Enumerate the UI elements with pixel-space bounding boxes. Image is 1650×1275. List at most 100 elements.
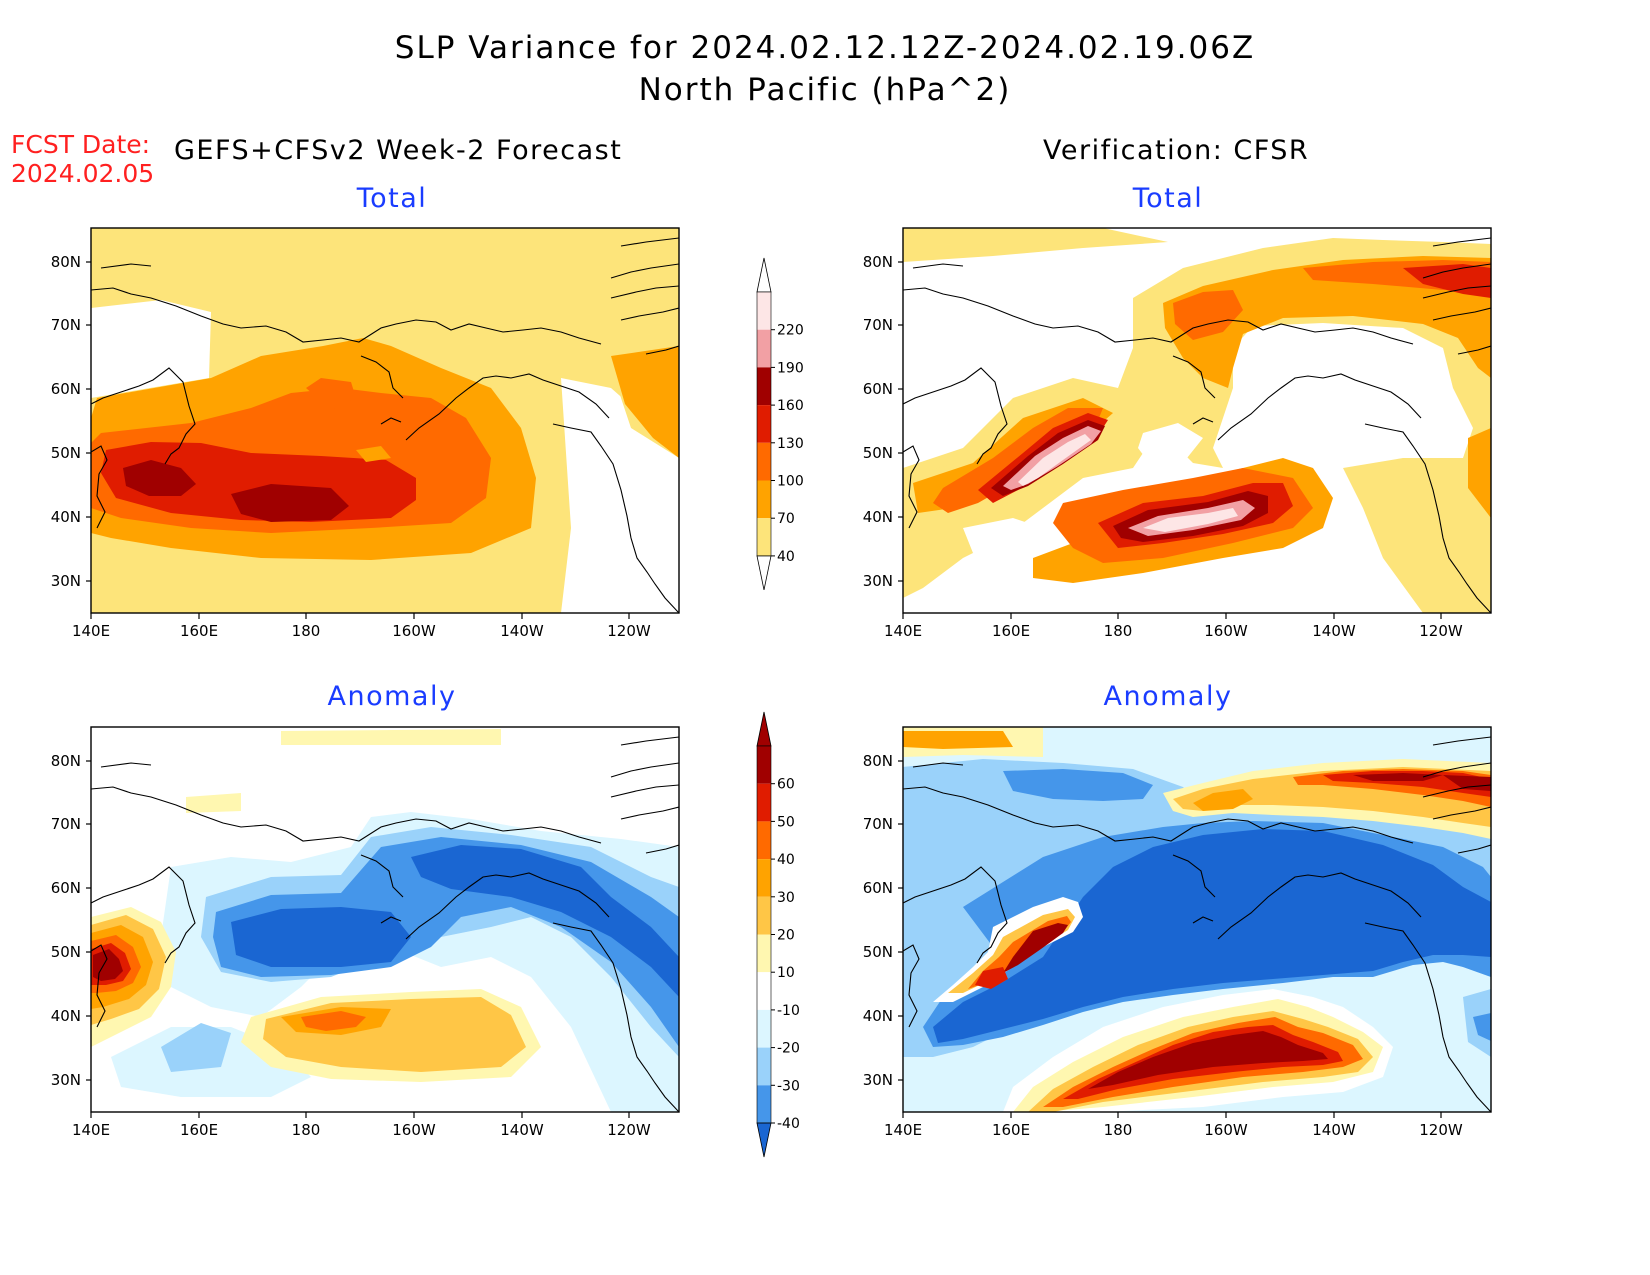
colorbar-anomaly-label: 40 [777,852,795,868]
lat-tick-label-verification-anomaly: 70N [863,815,893,833]
lon-tick-label-verification-total: 140W [1312,622,1356,640]
lon-tick-label-verification-anomaly: 160E [992,1121,1030,1139]
lat-tick-label-forecast-anomaly: 60N [51,879,81,897]
lon-tick-label-forecast-anomaly: 180 [292,1121,321,1139]
colorbar-total-outline [756,291,772,557]
lat-tick-label-forecast-total: 70N [51,316,81,334]
colorbar-total-swatch [757,329,771,368]
colorbar-anomaly-label: 50 [777,814,795,830]
lat-tick-label-forecast-total: 40N [51,508,81,526]
colorbar-total-swatch [757,292,771,330]
lon-tick-label-verification-total: 160E [992,622,1030,640]
panel-title-forecast-total: Total [356,183,428,214]
colorbar-anomaly-swatch [757,821,771,860]
lat-tick-label-verification-total: 80N [863,253,893,271]
lon-tick-label-verification-total: 120W [1419,622,1463,640]
colorbar-anomaly-bottom-triangle [756,1122,772,1158]
lon-tick-label-forecast-anomaly: 140W [500,1121,544,1139]
lat-tick-label-forecast-anomaly: 70N [51,815,81,833]
colorbar-total-label: 220 [777,323,804,339]
colorbar-total-label: 160 [777,398,804,414]
colorbar-anomaly: 60 50 40 30 20 10 -10 -20 -30 -40 [756,711,800,1158]
lat-tick-label-verification-anomaly: 80N [863,752,893,770]
lat-tick-label-verification-total: 40N [863,508,893,526]
lat-tick-label-forecast-total: 30N [51,572,81,590]
lon-tick-label-verification-total: 180 [1104,622,1133,640]
lat-tick-label-forecast-anomaly: 50N [51,943,81,961]
lon-tick-label-verification-anomaly: 140W [1312,1121,1356,1139]
colorbar-total-top-triangle [756,257,772,293]
colorbar-anomaly-swatch [757,783,771,822]
panel-title-verification-anomaly: Anomaly [1103,681,1233,712]
colorbar-total: 220 190 160 130 100 70 40 [756,257,804,590]
lat-tick-label-forecast-anomaly: 30N [51,1071,81,1089]
map-forecast-total [85,227,680,620]
lat-tick-label-forecast-total: 60N [51,380,81,398]
colorbar-anomaly-label: 30 [777,890,795,906]
colorbar-anomaly-label: 10 [777,965,795,981]
colorbar-anomaly-label: 60 [777,777,795,793]
figure-title-line1: SLP Variance for 2024.02.12.12Z-2024.02.… [394,30,1256,66]
colorbar-total-label: 40 [777,549,795,565]
colorbar-total-swatch [757,442,771,481]
figure-title-line2: North Pacific (hPa^2) [638,72,1012,108]
lon-tick-label-forecast-total: 140W [500,622,544,640]
colorbar-total-swatch [757,405,771,443]
map-forecast-anomaly [85,726,680,1119]
colorbar-total-label: 70 [777,511,795,527]
lon-tick-label-forecast-anomaly: 140E [72,1121,110,1139]
colorbar-anomaly-swatch [757,859,771,897]
lon-tick-label-verification-total: 160W [1204,622,1248,640]
lat-tick-label-verification-anomaly: 60N [863,879,893,897]
verification-header: Verification: CFSR [1043,135,1310,166]
lat-tick-label-verification-anomaly: 30N [863,1071,893,1089]
colorbar-anomaly-label: -40 [777,1116,800,1132]
lat-tick-label-forecast-total: 80N [51,253,81,271]
colorbar-anomaly-swatch [757,972,771,1010]
lat-tick-label-verification-total: 50N [863,444,893,462]
lat-tick-label-verification-total: 30N [863,572,893,590]
lon-tick-label-forecast-total: 160W [392,622,436,640]
lat-tick-label-forecast-anomaly: 40N [51,1007,81,1025]
colorbar-anomaly-label: -10 [777,1003,800,1019]
lon-tick-label-verification-anomaly: 120W [1419,1121,1463,1139]
panel-title-forecast-anomaly: Anomaly [327,681,457,712]
colorbar-total-swatch [757,518,771,556]
colorbar-total-swatch [757,367,771,406]
lon-tick-label-verification-total: 140E [884,622,922,640]
colorbar-total-label: 190 [777,360,804,376]
axis-tick-labels: 80N 70N 60N 50N 40N 30N 140E 160E 180 160W 140W 120… [51,253,1463,1139]
forecast-header: GEFS+CFSv2 Week-2 Forecast [174,135,623,166]
colorbar-anomaly-top-triangle [756,711,772,747]
colorbar-total-bottom-triangle [756,555,772,590]
colorbar-anomaly-label: -20 [777,1041,800,1057]
panel-title-verification-total: Total [1132,183,1204,214]
colorbar-total-label: 130 [777,436,804,452]
colorbar-anomaly-swatch [757,896,771,935]
colorbar-total-swatch [757,480,771,519]
fcst-date-value: 2024.02.05 [11,159,155,188]
colorbar-anomaly-swatch [757,1009,771,1048]
lon-tick-label-verification-anomaly: 160W [1204,1121,1248,1139]
colorbar-anomaly-swatch [757,934,771,973]
colorbar-anomaly-swatch [757,1047,771,1086]
lon-tick-label-verification-anomaly: 180 [1104,1121,1133,1139]
lon-tick-label-forecast-total: 140E [72,622,110,640]
lat-tick-label-verification-anomaly: 50N [863,943,893,961]
lon-tick-label-forecast-total: 160E [180,622,218,640]
lat-tick-label-verification-anomaly: 40N [863,1007,893,1025]
map-verification-total [897,227,1492,620]
colorbar-anomaly-label: 20 [777,928,795,944]
lon-tick-label-forecast-total: 120W [607,622,651,640]
lon-tick-label-forecast-anomaly: 160W [392,1121,436,1139]
colorbar-anomaly-swatch [757,746,771,784]
lon-tick-label-forecast-total: 180 [292,622,321,640]
lat-tick-label-forecast-total: 50N [51,444,81,462]
lon-tick-label-forecast-anomaly: 120W [607,1121,651,1139]
lat-tick-label-forecast-anomaly: 80N [51,752,81,770]
lon-tick-label-forecast-anomaly: 160E [180,1121,218,1139]
lat-tick-label-verification-total: 70N [863,316,893,334]
colorbar-anomaly-label: -30 [777,1078,800,1094]
lat-tick-label-verification-total: 60N [863,380,893,398]
